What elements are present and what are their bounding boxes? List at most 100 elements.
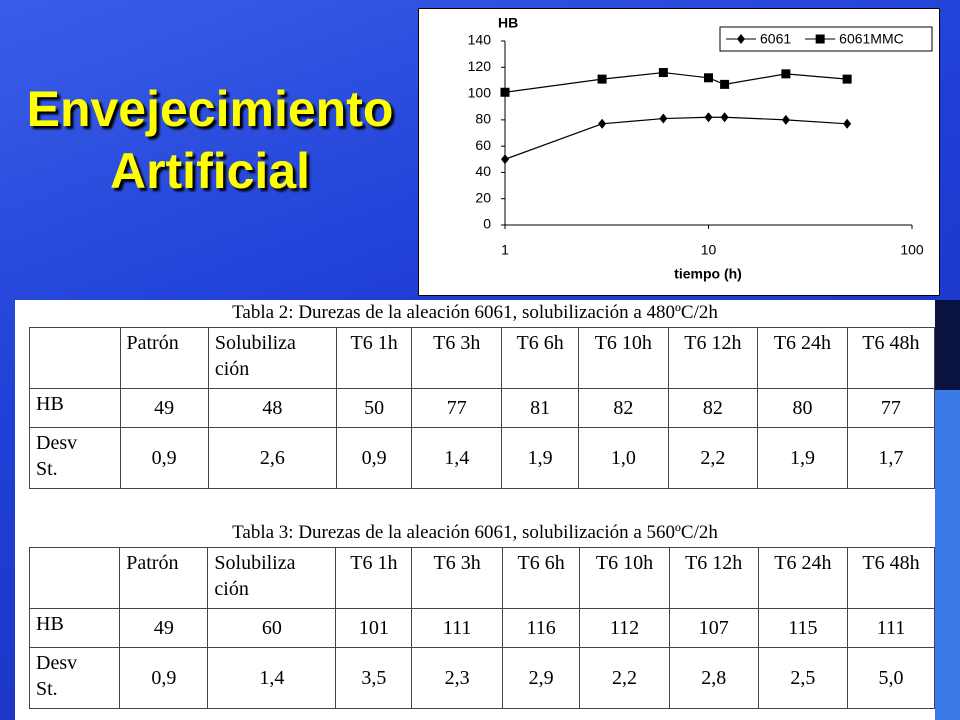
table-cell: 1,9 [757, 427, 848, 489]
table-row: Desv St. 0,9 2,6 0,9 1,4 1,9 1,0 2,2 1,9 1,7 [29, 427, 936, 489]
column-header: T6 1h [335, 547, 413, 609]
y-axis-label: HB [498, 15, 518, 31]
data-table: Patrón Solubiliza ción T6 1h T6 3h T6 6h T6 1… [28, 547, 935, 709]
table-cell: 1,0 [578, 427, 669, 489]
x-tick-label: 10 [701, 242, 717, 258]
table-cell: 77 [411, 388, 503, 428]
table-cell: 48 [207, 388, 338, 428]
column-header: Patrón [119, 547, 209, 609]
marker [815, 34, 825, 44]
table-cell: 111 [847, 608, 935, 648]
legend-label: 6061MMC [839, 31, 904, 47]
x-axis-label: tiempo (h) [674, 266, 742, 282]
table-caption: Tabla 2: Durezas de la aleación 6061, so… [232, 302, 718, 323]
marker [501, 154, 509, 165]
x-tick-label: 100 [900, 242, 924, 258]
marker [843, 118, 852, 129]
column-header: T6 6h [501, 327, 580, 389]
table-cell: 81 [501, 388, 580, 428]
table-cell: 77 [846, 388, 936, 428]
table-cell: 2,9 [501, 647, 581, 709]
marker [720, 112, 729, 123]
table-cell: 116 [501, 608, 581, 648]
table-cell: 82 [578, 388, 669, 428]
table-cell: 107 [668, 608, 759, 648]
row-header: HB [29, 388, 121, 428]
y-tick-label: 80 [475, 111, 491, 127]
header-row: Patrón Solubiliza ción T6 1h T6 3h T6 6h T6 1… [28, 547, 935, 609]
chart-frame [418, 8, 940, 296]
column-header: T6 3h [411, 547, 503, 609]
table-cell: 0,9 [335, 427, 413, 489]
table-cell: 111 [411, 608, 503, 648]
table-row: HB 49 48 50 77 81 82 82 80 77 [29, 388, 936, 428]
table-cell: 0,9 [119, 427, 209, 489]
column-header: Solubiliza ción [207, 547, 337, 609]
table-cell: 80 [757, 388, 848, 428]
table-cell: 2,8 [668, 647, 759, 709]
table-cell [28, 547, 121, 609]
column-header: T6 12h [667, 327, 759, 389]
y-tick-label: 40 [475, 163, 491, 179]
data-table: Patrón Solubiliza ción T6 1h T6 3h T6 6h T6 1… [29, 327, 936, 489]
header-row: Patrón Solubiliza ción T6 1h T6 3h T6 6h T6 1… [29, 327, 936, 389]
table-cell: 60 [207, 608, 337, 648]
marker [720, 79, 730, 89]
column-header: T6 10h [579, 547, 670, 609]
y-tick-label: 100 [468, 84, 492, 100]
marker [500, 87, 510, 97]
column-header: T6 1h [335, 327, 413, 389]
table-cell: 1,4 [411, 427, 503, 489]
y-tick-label: 20 [475, 189, 491, 205]
table-cell: 2,6 [207, 427, 338, 489]
table-cell: 112 [579, 608, 670, 648]
marker [842, 74, 852, 84]
table-cell: 2,3 [411, 647, 503, 709]
table-cell [29, 327, 121, 389]
y-tick-label: 60 [475, 137, 491, 153]
table-cell: 5,0 [847, 647, 935, 709]
series-line [504, 116, 848, 160]
x-tick-label: 1 [501, 242, 509, 258]
table-caption: Tabla 3: Durezas de la aleación 6061, so… [232, 522, 718, 543]
table-cell: 49 [119, 608, 209, 648]
table-cell: 50 [335, 388, 413, 428]
marker [704, 73, 713, 83]
table-cell: 2,5 [757, 647, 849, 709]
series-line [504, 71, 848, 93]
column-header: T6 48h [846, 327, 936, 389]
table-row: HB 49 60 101 111 116 112 107 115 111 [28, 608, 935, 648]
marker [598, 118, 607, 129]
column-header: T6 12h [668, 547, 759, 609]
table-cell: 2,2 [667, 427, 759, 489]
row-header: Desv St. [29, 427, 121, 489]
column-header: T6 48h [847, 547, 935, 609]
table-cell: 1,9 [501, 427, 580, 489]
table-cell: 3,5 [335, 647, 413, 709]
column-header: T6 24h [757, 327, 848, 389]
row-header: HB [28, 608, 121, 648]
table-cell: 115 [757, 608, 849, 648]
row-header: Desv St. [28, 647, 121, 709]
column-header: T6 3h [411, 327, 503, 389]
marker [781, 114, 790, 125]
y-tick-label: 140 [468, 32, 492, 48]
y-tick-label: 120 [468, 58, 492, 74]
y-tick-label: 0 [483, 216, 491, 232]
chart: HB tiempo (h) 0 20 40 60 80 100 120 140 1 10 100 60… [418, 8, 940, 296]
table-cell: 101 [335, 608, 413, 648]
decoration [935, 390, 960, 720]
marker [704, 112, 713, 123]
column-header: T6 10h [578, 327, 669, 389]
table-cell: 2,2 [579, 647, 670, 709]
column-header: Patrón [119, 327, 209, 389]
marker [781, 69, 791, 79]
table-cell: 49 [119, 388, 209, 428]
table-cell: 0,9 [119, 647, 209, 709]
column-header: T6 6h [501, 547, 581, 609]
table-cell: 1,7 [846, 427, 936, 489]
tables-area: Tabla 2: Durezas de la aleación 6061, so… [15, 300, 936, 720]
slide-title: Envejecimiento Artificial [26, 81, 394, 199]
marker [659, 113, 668, 124]
